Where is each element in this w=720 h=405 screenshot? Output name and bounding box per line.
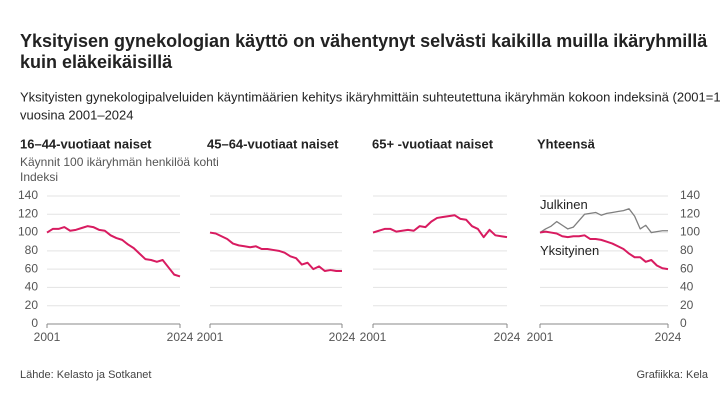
- y-tick-label: 20: [680, 298, 694, 312]
- y-axis-label: Käynnit 100 ikäryhmän henkilöä kohti: [20, 155, 219, 169]
- line: [539, 230, 669, 271]
- line: [46, 225, 181, 278]
- x-tick-label: 2024: [329, 330, 356, 344]
- y-tick-label: 80: [680, 243, 694, 257]
- y-tick-label: 100: [18, 225, 38, 239]
- x-tick-label: 2024: [655, 330, 682, 344]
- x-tick-label: 2024: [494, 330, 521, 344]
- y-tick-label: 120: [680, 206, 700, 220]
- y-tick-label: 20: [25, 298, 39, 312]
- x-tick-label: 2001: [527, 330, 554, 344]
- panel-title: 45–64-vuotiaat naiset: [207, 136, 339, 151]
- credit: Grafiikka: Kela: [636, 369, 708, 381]
- y-tick-label: 40: [680, 280, 694, 294]
- source: Lähde: Kelasto ja Sotkanet: [20, 369, 151, 381]
- y-tick-label: 40: [25, 280, 39, 294]
- line: [539, 208, 668, 234]
- line: [372, 214, 508, 239]
- panel-title: 65+ -vuotiaat naiset: [372, 136, 494, 151]
- subtitle: Yksityisten gynekologipalveluiden käynti…: [20, 89, 720, 104]
- panel-title: Yhteensä: [537, 136, 596, 151]
- x-tick-label: 2001: [197, 330, 224, 344]
- subtitle: vuosina 2001–2024: [20, 107, 134, 122]
- y-axis-unit: Indeksi: [20, 170, 58, 184]
- x-tick-label: 2024: [167, 330, 194, 344]
- y-tick-label: 140: [18, 188, 38, 202]
- y-tick-label: 100: [680, 225, 700, 239]
- y-tick-label: 0: [680, 316, 687, 330]
- x-tick-label: 2001: [360, 330, 387, 344]
- y-tick-label: 140: [680, 188, 700, 202]
- title: Yksityisen gynekologian käyttö on vähent…: [20, 31, 708, 51]
- y-tick-label: 80: [25, 243, 39, 257]
- panel-title: 16–44-vuotiaat naiset: [20, 136, 152, 151]
- y-tick-label: 120: [18, 206, 38, 220]
- series-label: Yksityinen: [540, 243, 599, 258]
- y-tick-label: 0: [31, 316, 38, 330]
- y-tick-label: 60: [25, 261, 39, 275]
- title: kuin eläkeikäisillä: [20, 52, 173, 72]
- x-tick-label: 2001: [34, 330, 61, 344]
- series-label: Julkinen: [540, 197, 588, 212]
- line: [209, 231, 342, 272]
- y-tick-label: 60: [680, 261, 694, 275]
